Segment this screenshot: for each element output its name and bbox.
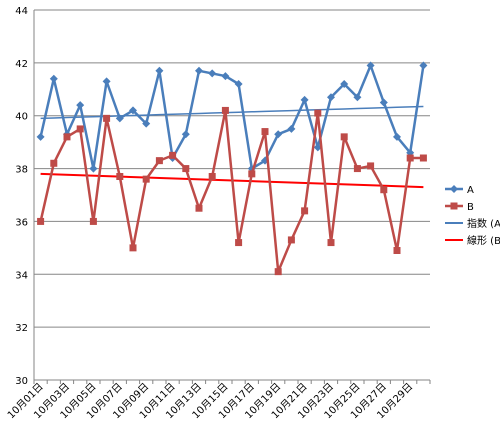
data-point <box>89 164 98 173</box>
data-point <box>195 204 203 212</box>
legend: AB 指数 (A) 線形 (B) <box>445 185 500 247</box>
data-point <box>314 109 322 117</box>
data-point <box>300 95 309 104</box>
data-point <box>102 77 111 86</box>
data-point <box>155 66 164 75</box>
data-point <box>221 106 229 114</box>
series-line <box>39 64 425 170</box>
data-point <box>366 61 375 70</box>
data-point <box>419 61 428 70</box>
data-point <box>129 244 137 252</box>
data-point <box>393 132 401 141</box>
data-point <box>142 175 150 183</box>
y-tick-label: 40 <box>15 112 28 123</box>
data-point <box>327 239 335 247</box>
data-point <box>419 154 427 162</box>
data-point <box>234 80 243 88</box>
data-point <box>287 236 295 244</box>
data-point <box>76 101 85 110</box>
data-point <box>327 93 335 102</box>
legend-label: B <box>467 202 474 213</box>
data-point <box>37 217 45 225</box>
data-point <box>103 114 111 122</box>
data-point <box>340 80 349 88</box>
y-tick-label: 42 <box>15 59 28 70</box>
data-point <box>274 268 282 276</box>
series <box>36 61 428 276</box>
data-point <box>301 207 309 215</box>
y-tick-label: 30 <box>15 376 28 387</box>
legend-marker <box>450 202 458 210</box>
data-point <box>36 132 45 141</box>
data-point <box>274 130 283 139</box>
legend-label: A <box>467 185 474 196</box>
data-point <box>129 106 137 115</box>
data-point <box>155 157 163 165</box>
data-point <box>287 124 296 133</box>
data-point <box>406 154 414 162</box>
data-point <box>261 128 269 136</box>
data-point <box>353 93 362 102</box>
data-point <box>248 170 256 178</box>
data-point <box>76 125 84 133</box>
y-tick-label: 36 <box>15 217 28 228</box>
data-point <box>115 114 124 123</box>
data-point <box>379 98 388 107</box>
data-point <box>208 173 216 180</box>
y-tick-label: 44 <box>15 6 28 17</box>
data-point <box>367 162 375 170</box>
data-point <box>181 130 190 139</box>
data-point <box>116 173 124 180</box>
data-point <box>195 66 203 75</box>
data-point <box>89 217 97 225</box>
data-point <box>340 133 348 141</box>
data-point <box>221 72 230 81</box>
data-point <box>208 69 217 78</box>
data-point <box>50 159 58 167</box>
data-point <box>169 151 177 159</box>
data-point <box>313 143 322 152</box>
legend-label: 指数 (A) <box>467 217 500 230</box>
y-tick-label: 32 <box>15 323 28 334</box>
data-point <box>49 74 58 83</box>
data-point <box>235 239 243 247</box>
data-point <box>380 186 388 194</box>
y-tick-label: 34 <box>15 270 28 281</box>
legend-marker <box>450 185 458 193</box>
data-point <box>393 247 401 254</box>
legend-label: 線形 (B) <box>467 234 500 247</box>
data-point <box>182 165 190 173</box>
data-point <box>63 133 71 141</box>
data-point <box>142 119 151 128</box>
data-point <box>353 165 361 173</box>
y-tick-label: 38 <box>15 165 28 176</box>
